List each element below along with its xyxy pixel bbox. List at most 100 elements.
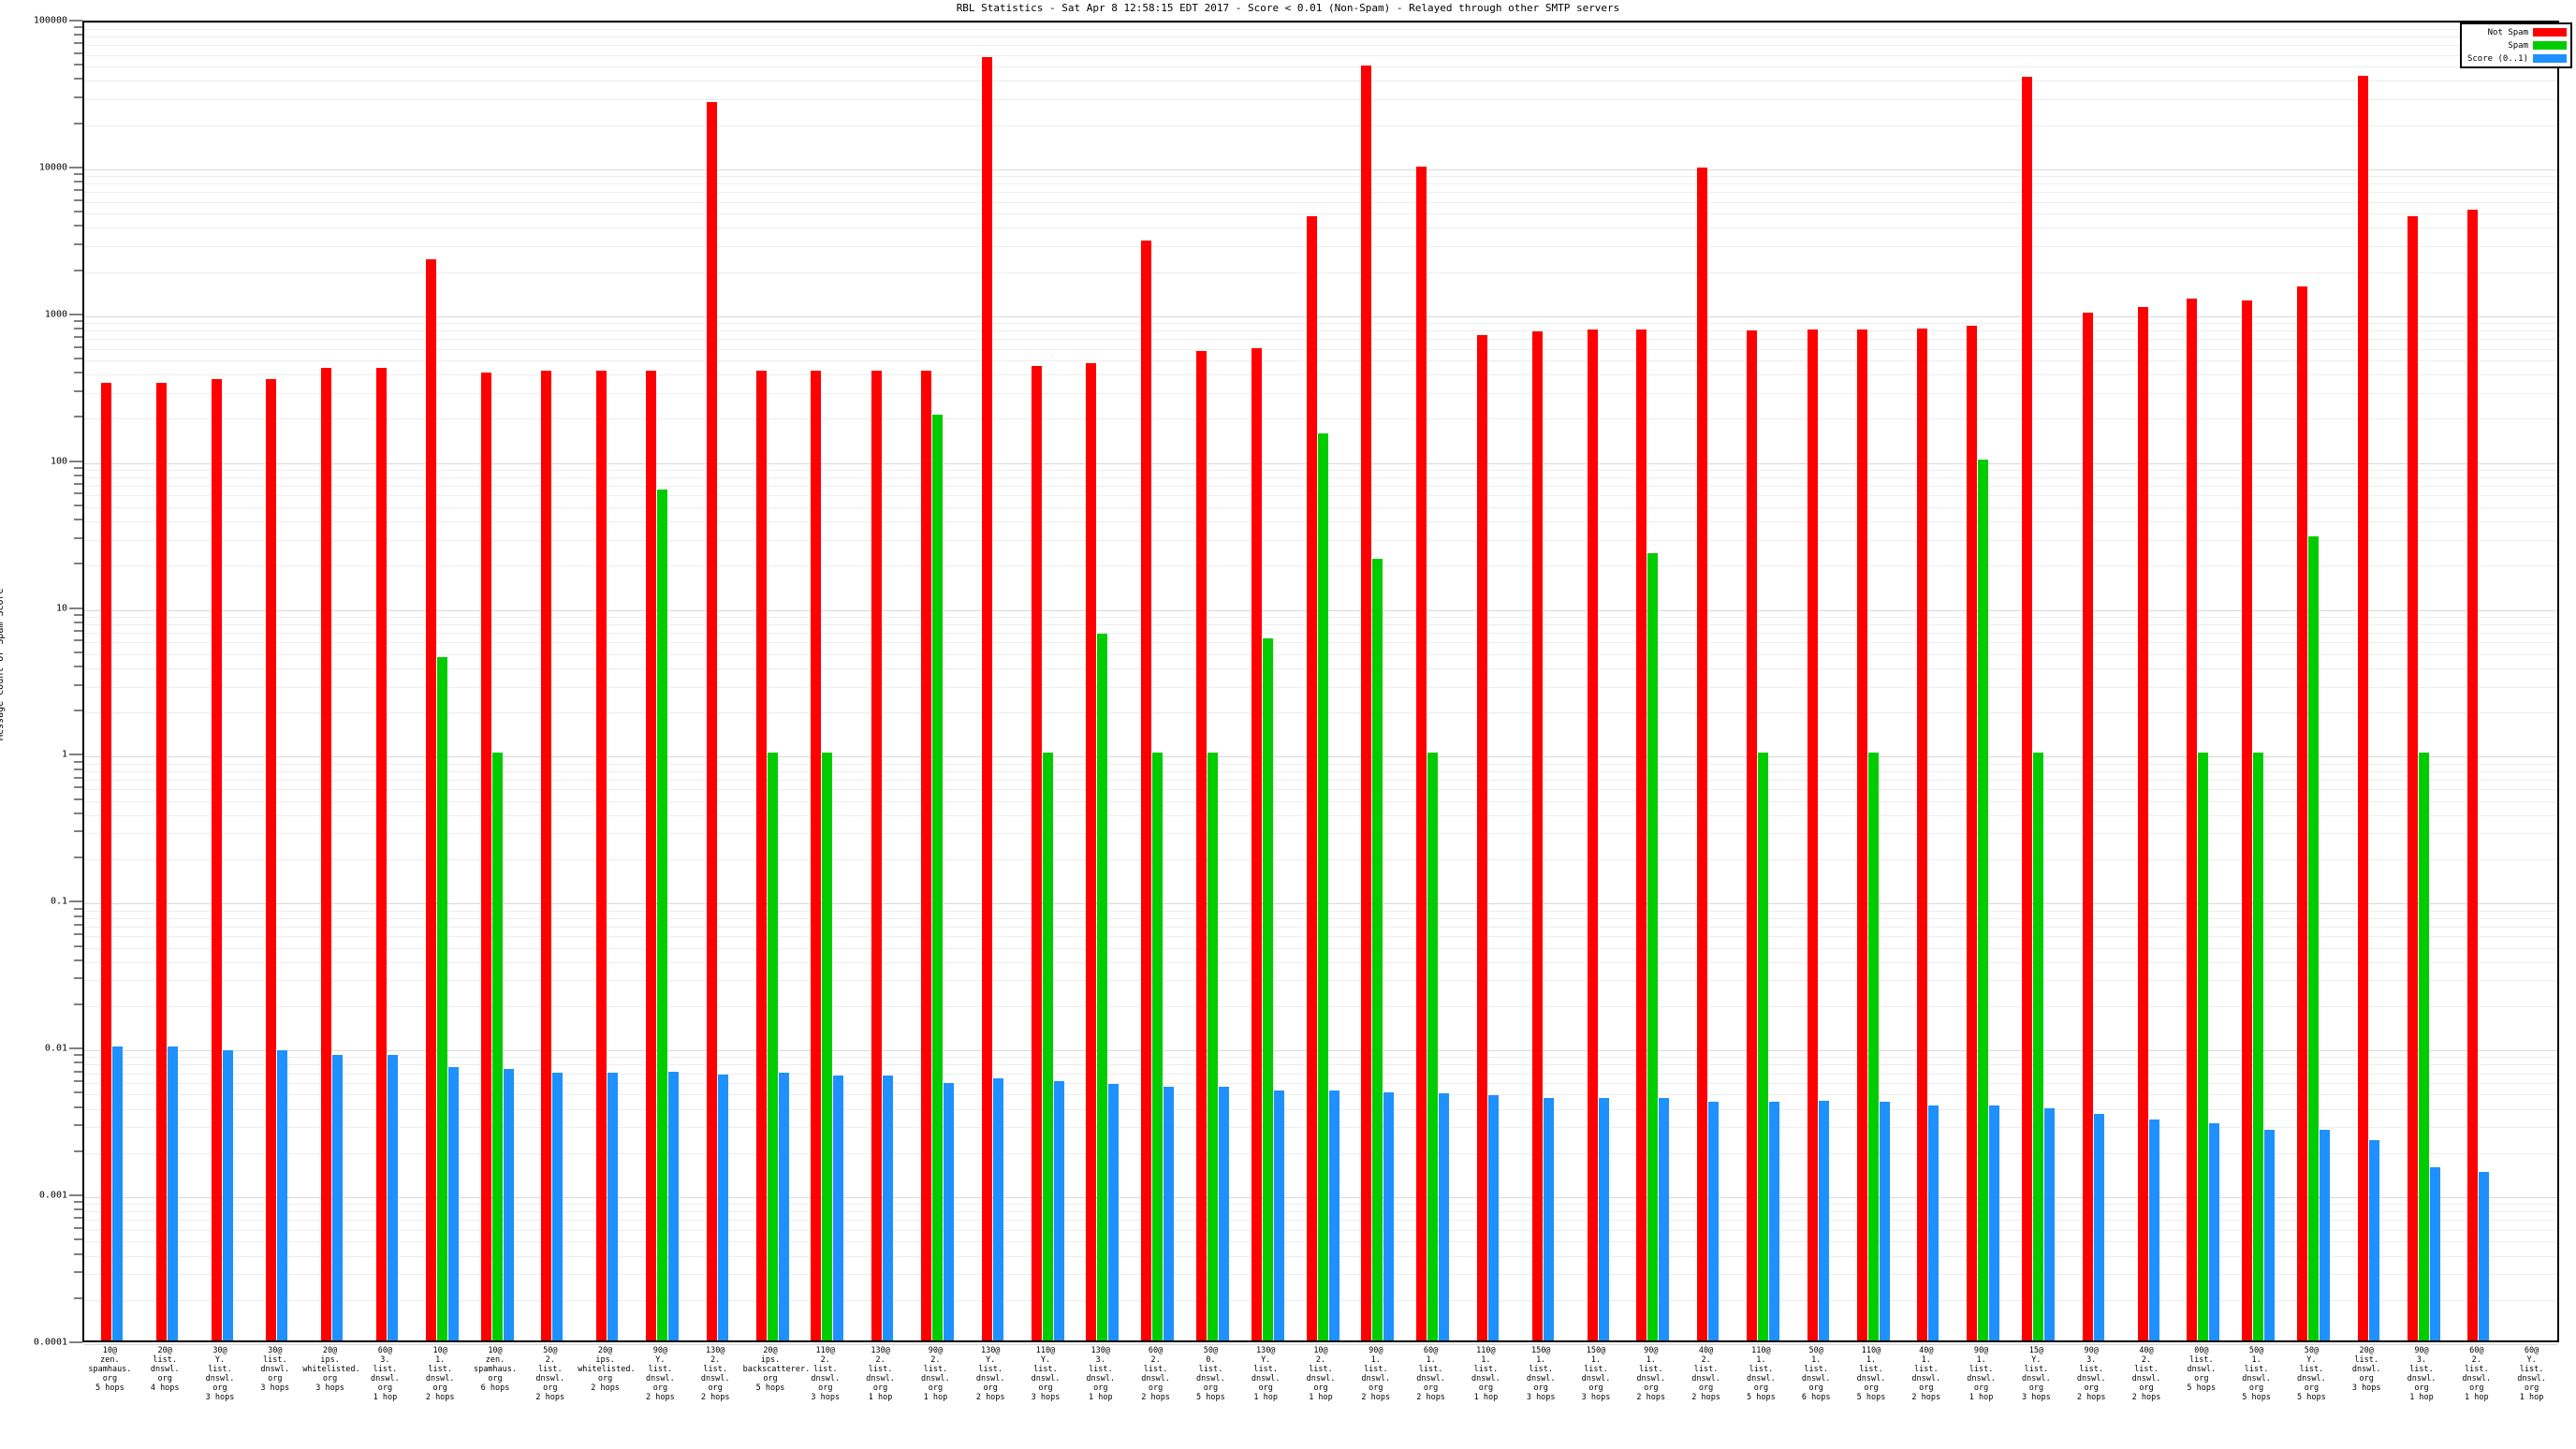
x-tick-label-line: 3 hops [1031, 1393, 1061, 1402]
y-tick-mark [74, 630, 82, 632]
legend-item: Score (0..1) [2467, 53, 2567, 64]
bar-not-spam [645, 371, 656, 1340]
x-tick-label-line: 10@ [488, 1346, 503, 1355]
bar-score [1108, 1083, 1120, 1340]
x-tick-label-line: dnswl. [371, 1374, 400, 1383]
x-tick-label-line: 1. [1590, 1355, 1602, 1365]
x-tick-label-line: 2 hops [425, 1393, 455, 1402]
x-tick-label-line: 50@ [2248, 1346, 2264, 1355]
x-tick-label-line: 1. [1370, 1355, 1381, 1365]
bar-spam [1042, 753, 1053, 1340]
y-tick-mark [74, 243, 82, 245]
bar-not-spam [1967, 326, 1978, 1340]
y-tick-mark [74, 1124, 82, 1126]
x-tick-label: 20@ list. dnswl. org 3 hops [2339, 1346, 2394, 1393]
bar-spam [1867, 753, 1879, 1340]
bar-not-spam [2137, 306, 2148, 1340]
bar-score [2264, 1130, 2276, 1340]
x-tick-label-line: 1. [1646, 1355, 1656, 1365]
x-tick-label: 60@ 3. list. dnswl. org 1 hop [358, 1346, 413, 1402]
x-tick-label-line: 110@ [815, 1346, 836, 1355]
x-tick-label: 20@ ips. whitelisted. org 3 hops [302, 1346, 359, 1393]
y-tick-label: 100 [50, 456, 67, 467]
x-tick-label-line: dnswl. [260, 1365, 290, 1374]
x-tick-label-line: org [543, 1383, 558, 1393]
x-tick-label: 130@ 2. list. dnswl. org 2 hops [688, 1346, 743, 1402]
x-tick-label-line: 1 hop [1309, 1393, 1333, 1402]
x-tick-label-line: 2 hops [2076, 1393, 2106, 1402]
legend-item: Not Spam [2467, 27, 2567, 37]
bar-not-spam [211, 379, 222, 1340]
y-tick-mark [74, 492, 82, 494]
x-tick-label-line: list. [2354, 1355, 2378, 1365]
bar-spam [436, 656, 447, 1340]
y-axis-title: Message Count or Spam Score [0, 588, 6, 740]
x-tick-label-line: 50@ [543, 1346, 558, 1355]
x-tick-label: 50@ Y. list. dnswl. org 5 hops [2284, 1346, 2339, 1402]
bar-not-spam [1807, 329, 1818, 1340]
x-tick-label-line: 2. [1150, 1355, 1161, 1365]
x-tick-label-line: 2 hops [535, 1393, 565, 1402]
y-tick-mark [74, 1106, 82, 1108]
y-tick-mark [74, 483, 82, 485]
y-tick-mark [74, 710, 82, 711]
gridline-major [84, 315, 2557, 317]
x-tick-label-line: dnswl. [1196, 1374, 1225, 1383]
x-tick-label-line: 3 hops [205, 1393, 235, 1402]
x-tick-label-line: org [2084, 1383, 2099, 1393]
bar-score [1598, 1097, 1609, 1340]
x-tick-label-line: dnswl. [425, 1374, 455, 1383]
x-tick-label-line: 4 hops [150, 1383, 180, 1393]
gridline-minor [84, 192, 2557, 194]
x-tick-label-line: dnswl. [1967, 1374, 1996, 1383]
y-tick-mark [74, 1054, 82, 1056]
x-tick-label-line: list. [1749, 1365, 1774, 1374]
bar-spam [1372, 559, 1383, 1340]
x-tick-label-line: org [1478, 1383, 1494, 1393]
gridline-minor [84, 124, 2557, 126]
bar-score [1053, 1081, 1064, 1340]
x-tick-label-line: list. [1529, 1365, 1553, 1374]
x-tick-label-line: 1 hop [1088, 1393, 1113, 1402]
y-tick-mark [69, 20, 82, 22]
bar-spam [656, 490, 667, 1340]
bar-score [447, 1066, 459, 1340]
x-tick-label-line: ips. [595, 1355, 615, 1365]
x-tick-label-line: org [1919, 1383, 1934, 1393]
y-tick-label: 1000 [44, 309, 67, 320]
x-tick-label-line: org [2248, 1383, 2264, 1393]
x-tick-label-line: 1. [1866, 1355, 1877, 1365]
x-tick-label-line: 5 hops [1196, 1393, 1225, 1402]
x-tick-label-line: list. [812, 1365, 838, 1374]
x-tick-label-line: dnswl. [2517, 1374, 2546, 1383]
x-tick-label-line: dnswl. [1856, 1374, 1886, 1383]
y-tick-mark [74, 537, 82, 539]
bar-not-spam [2242, 300, 2253, 1340]
bar-score [717, 1074, 728, 1340]
x-tick-label-line: 0. [1206, 1355, 1216, 1365]
bar-score [2479, 1172, 2490, 1340]
x-tick-label-line: dnswl. [1361, 1374, 1391, 1383]
x-tick-label-line: 2. [2141, 1355, 2152, 1365]
y-tick-mark [74, 915, 82, 917]
x-tick-label-line: 40@ [2139, 1346, 2154, 1355]
x-tick-label: 20@ ips. whitelisted. org 2 hops [578, 1346, 635, 1393]
x-tick-label-line: list. [2519, 1365, 2544, 1374]
bar-not-spam [1531, 331, 1543, 1340]
bar-spam [2307, 535, 2319, 1340]
y-tick-mark [74, 189, 82, 191]
y-tick-mark [74, 1297, 82, 1299]
x-tick-label-line: dnswl. [1306, 1374, 1336, 1383]
x-tick-label-line: org [2414, 1383, 2429, 1393]
bar-not-spam [981, 56, 992, 1340]
bar-not-spam [755, 371, 767, 1340]
x-tick-label-line: 1. [2251, 1355, 2261, 1365]
x-tick-label-line: org [2359, 1374, 2374, 1383]
bar-not-spam [155, 383, 167, 1340]
x-tick-label-line: zen. [485, 1355, 505, 1365]
y-tick-label: 0.001 [38, 1190, 67, 1201]
x-tick-label-line: dnswl. [1251, 1374, 1281, 1383]
x-tick-label-line: 5 hops [2297, 1393, 2326, 1402]
x-tick-label-line: org [2028, 1383, 2044, 1393]
x-tick-label-line: 20@ [763, 1346, 778, 1355]
